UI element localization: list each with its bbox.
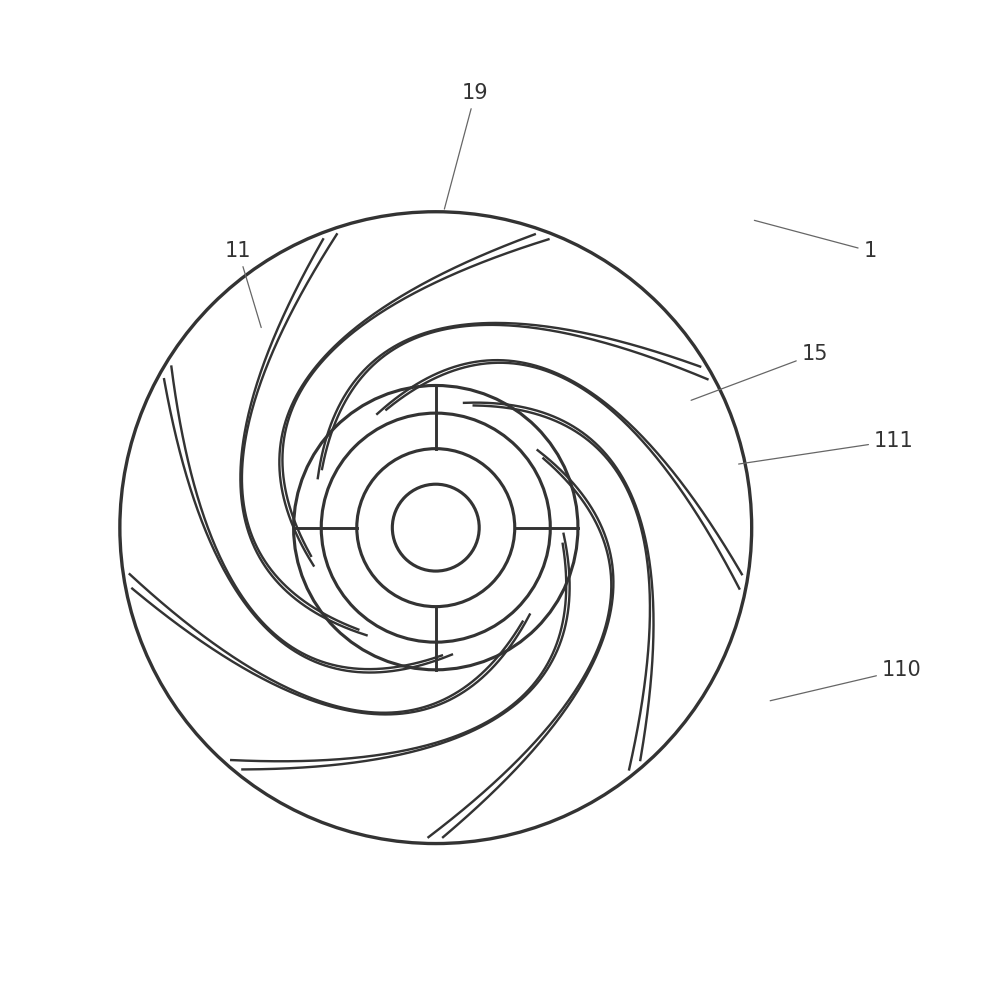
Text: 15: 15 bbox=[691, 344, 828, 400]
Text: 110: 110 bbox=[770, 660, 922, 701]
Text: 11: 11 bbox=[225, 241, 261, 328]
Text: 111: 111 bbox=[739, 431, 914, 464]
Text: 19: 19 bbox=[445, 83, 489, 209]
Text: 1: 1 bbox=[754, 220, 877, 261]
